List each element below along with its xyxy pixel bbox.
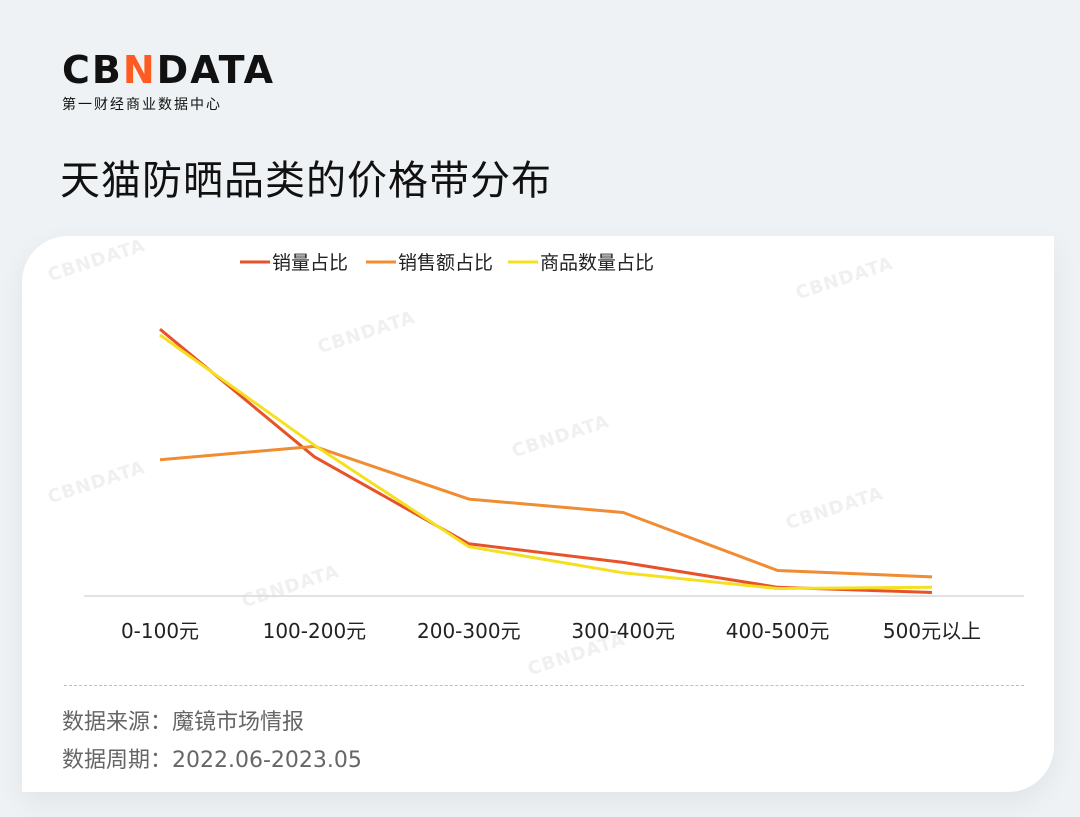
legend-item[interactable]: 销量占比 [240, 252, 348, 274]
series-line-0 [159, 328, 933, 594]
data-source: 数据来源：魔镜市场情报 [62, 710, 305, 735]
x-tick-label: 100-200元 [263, 619, 367, 643]
legend-label: 销量占比 [272, 252, 348, 274]
legend-item[interactable]: 商品数量占比 [508, 252, 654, 274]
logo-subtitle: 第一财经商业数据中心 [62, 97, 222, 113]
logo-wordmark: CBNDATA [62, 48, 276, 92]
x-tick-label: 400-500元 [726, 619, 830, 643]
x-axis-ticks: 0-100元 100-200元 200-300元 300-400元 400-500元 50… [121, 619, 981, 643]
series-line-1 [159, 444, 933, 579]
page-title: 天猫防晒品类的价格带分布 [60, 158, 552, 204]
legend-label: 商品数量占比 [540, 252, 654, 274]
data-period: 数据周期：2022.06-2023.05 [62, 748, 362, 773]
legend-item[interactable]: 销售额占比 [366, 252, 493, 274]
logo: CBNDATA 第一财经商业数据中心 [62, 50, 275, 114]
chart-legend: 销量占比 销售额占比 商品数量占比 [240, 252, 654, 274]
chart-series [159, 328, 933, 594]
chart-card: CBNDATA CBNDATA CBNDATA CBNDATA CBNDATA … [22, 236, 1054, 792]
line-chart: 销量占比 销售额占比 商品数量占比 0-100元 100-200元 200-300元 30… [84, 252, 1024, 643]
x-tick-label: 500元以上 [883, 619, 981, 643]
x-tick-label: 200-300元 [417, 619, 521, 643]
legend-label: 销售额占比 [398, 252, 493, 274]
x-tick-label: 0-100元 [121, 619, 199, 643]
footer-divider [64, 685, 1024, 686]
x-tick-label: 300-400元 [571, 619, 675, 643]
series-line-2 [159, 333, 933, 590]
